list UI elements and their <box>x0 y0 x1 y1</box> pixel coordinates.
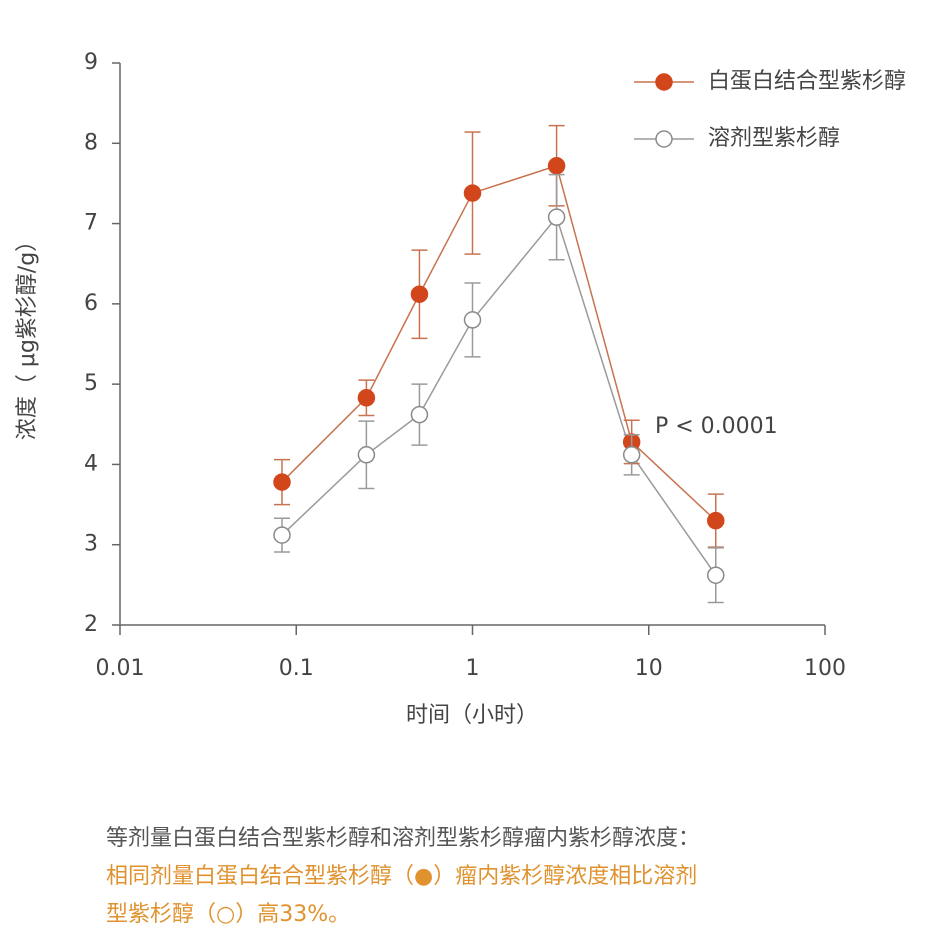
marker <box>357 446 376 464</box>
x-tick-label: 100 <box>804 656 846 681</box>
legend-label: 溶剂型紫杉醇 <box>708 126 840 151</box>
x-tick-label: 1 <box>466 656 480 681</box>
y-tick-label: 4 <box>84 451 98 476</box>
marker <box>707 566 725 584</box>
marker <box>357 389 376 407</box>
marker <box>410 285 429 303</box>
marker <box>273 526 291 544</box>
marker <box>707 511 725 530</box>
marker <box>547 157 566 175</box>
marker <box>410 405 429 424</box>
legend-marker <box>655 130 673 148</box>
y-tick-label: 6 <box>84 291 98 316</box>
series-line <box>281 164 717 522</box>
caption: 等剂量白蛋白结合型紫杉醇和溶剂型紫杉醇瘤内紫杉醇浓度： 相同剂量白蛋白结合型紫杉… <box>106 820 700 934</box>
y-tick-label: 5 <box>84 371 98 396</box>
y-tick-label: 7 <box>84 211 98 236</box>
caption-line: 型紫杉醇（○）高33%。 <box>106 902 351 927</box>
series-line <box>281 215 717 576</box>
annotation: P < 0.0001 <box>655 414 778 439</box>
legend-marker <box>655 73 673 91</box>
x-tick-label: 0.01 <box>96 656 145 681</box>
x-axis-label: 时间（小时） <box>406 703 538 728</box>
x-tick-label: 0.1 <box>279 656 314 681</box>
chart: P < 0.0001 时间（小时） 浓度（ μg紫杉醇/g） 2 3 4 5 6 7 8 9 0… <box>15 50 906 728</box>
marker <box>273 473 291 491</box>
x-tick-label: 10 <box>635 656 663 681</box>
marker <box>463 311 482 329</box>
caption-line: 相同剂量白蛋白结合型紫杉醇（●）瘤内紫杉醇浓度相比溶剂 <box>106 864 698 889</box>
y-tick-label: 2 <box>84 612 98 637</box>
y-axis-label: 浓度（ μg紫杉醇/g） <box>15 230 40 440</box>
caption-line: 等剂量白蛋白结合型紫杉醇和溶剂型紫杉醇瘤内紫杉醇浓度： <box>106 826 701 851</box>
marker <box>622 446 641 464</box>
y-tick-label: 9 <box>84 50 98 75</box>
y-tick-label: 8 <box>84 130 98 155</box>
y-tick-label: 3 <box>84 532 98 557</box>
marker <box>547 208 566 226</box>
legend-label: 白蛋白结合型紫杉醇 <box>708 69 906 94</box>
marker <box>463 184 482 202</box>
